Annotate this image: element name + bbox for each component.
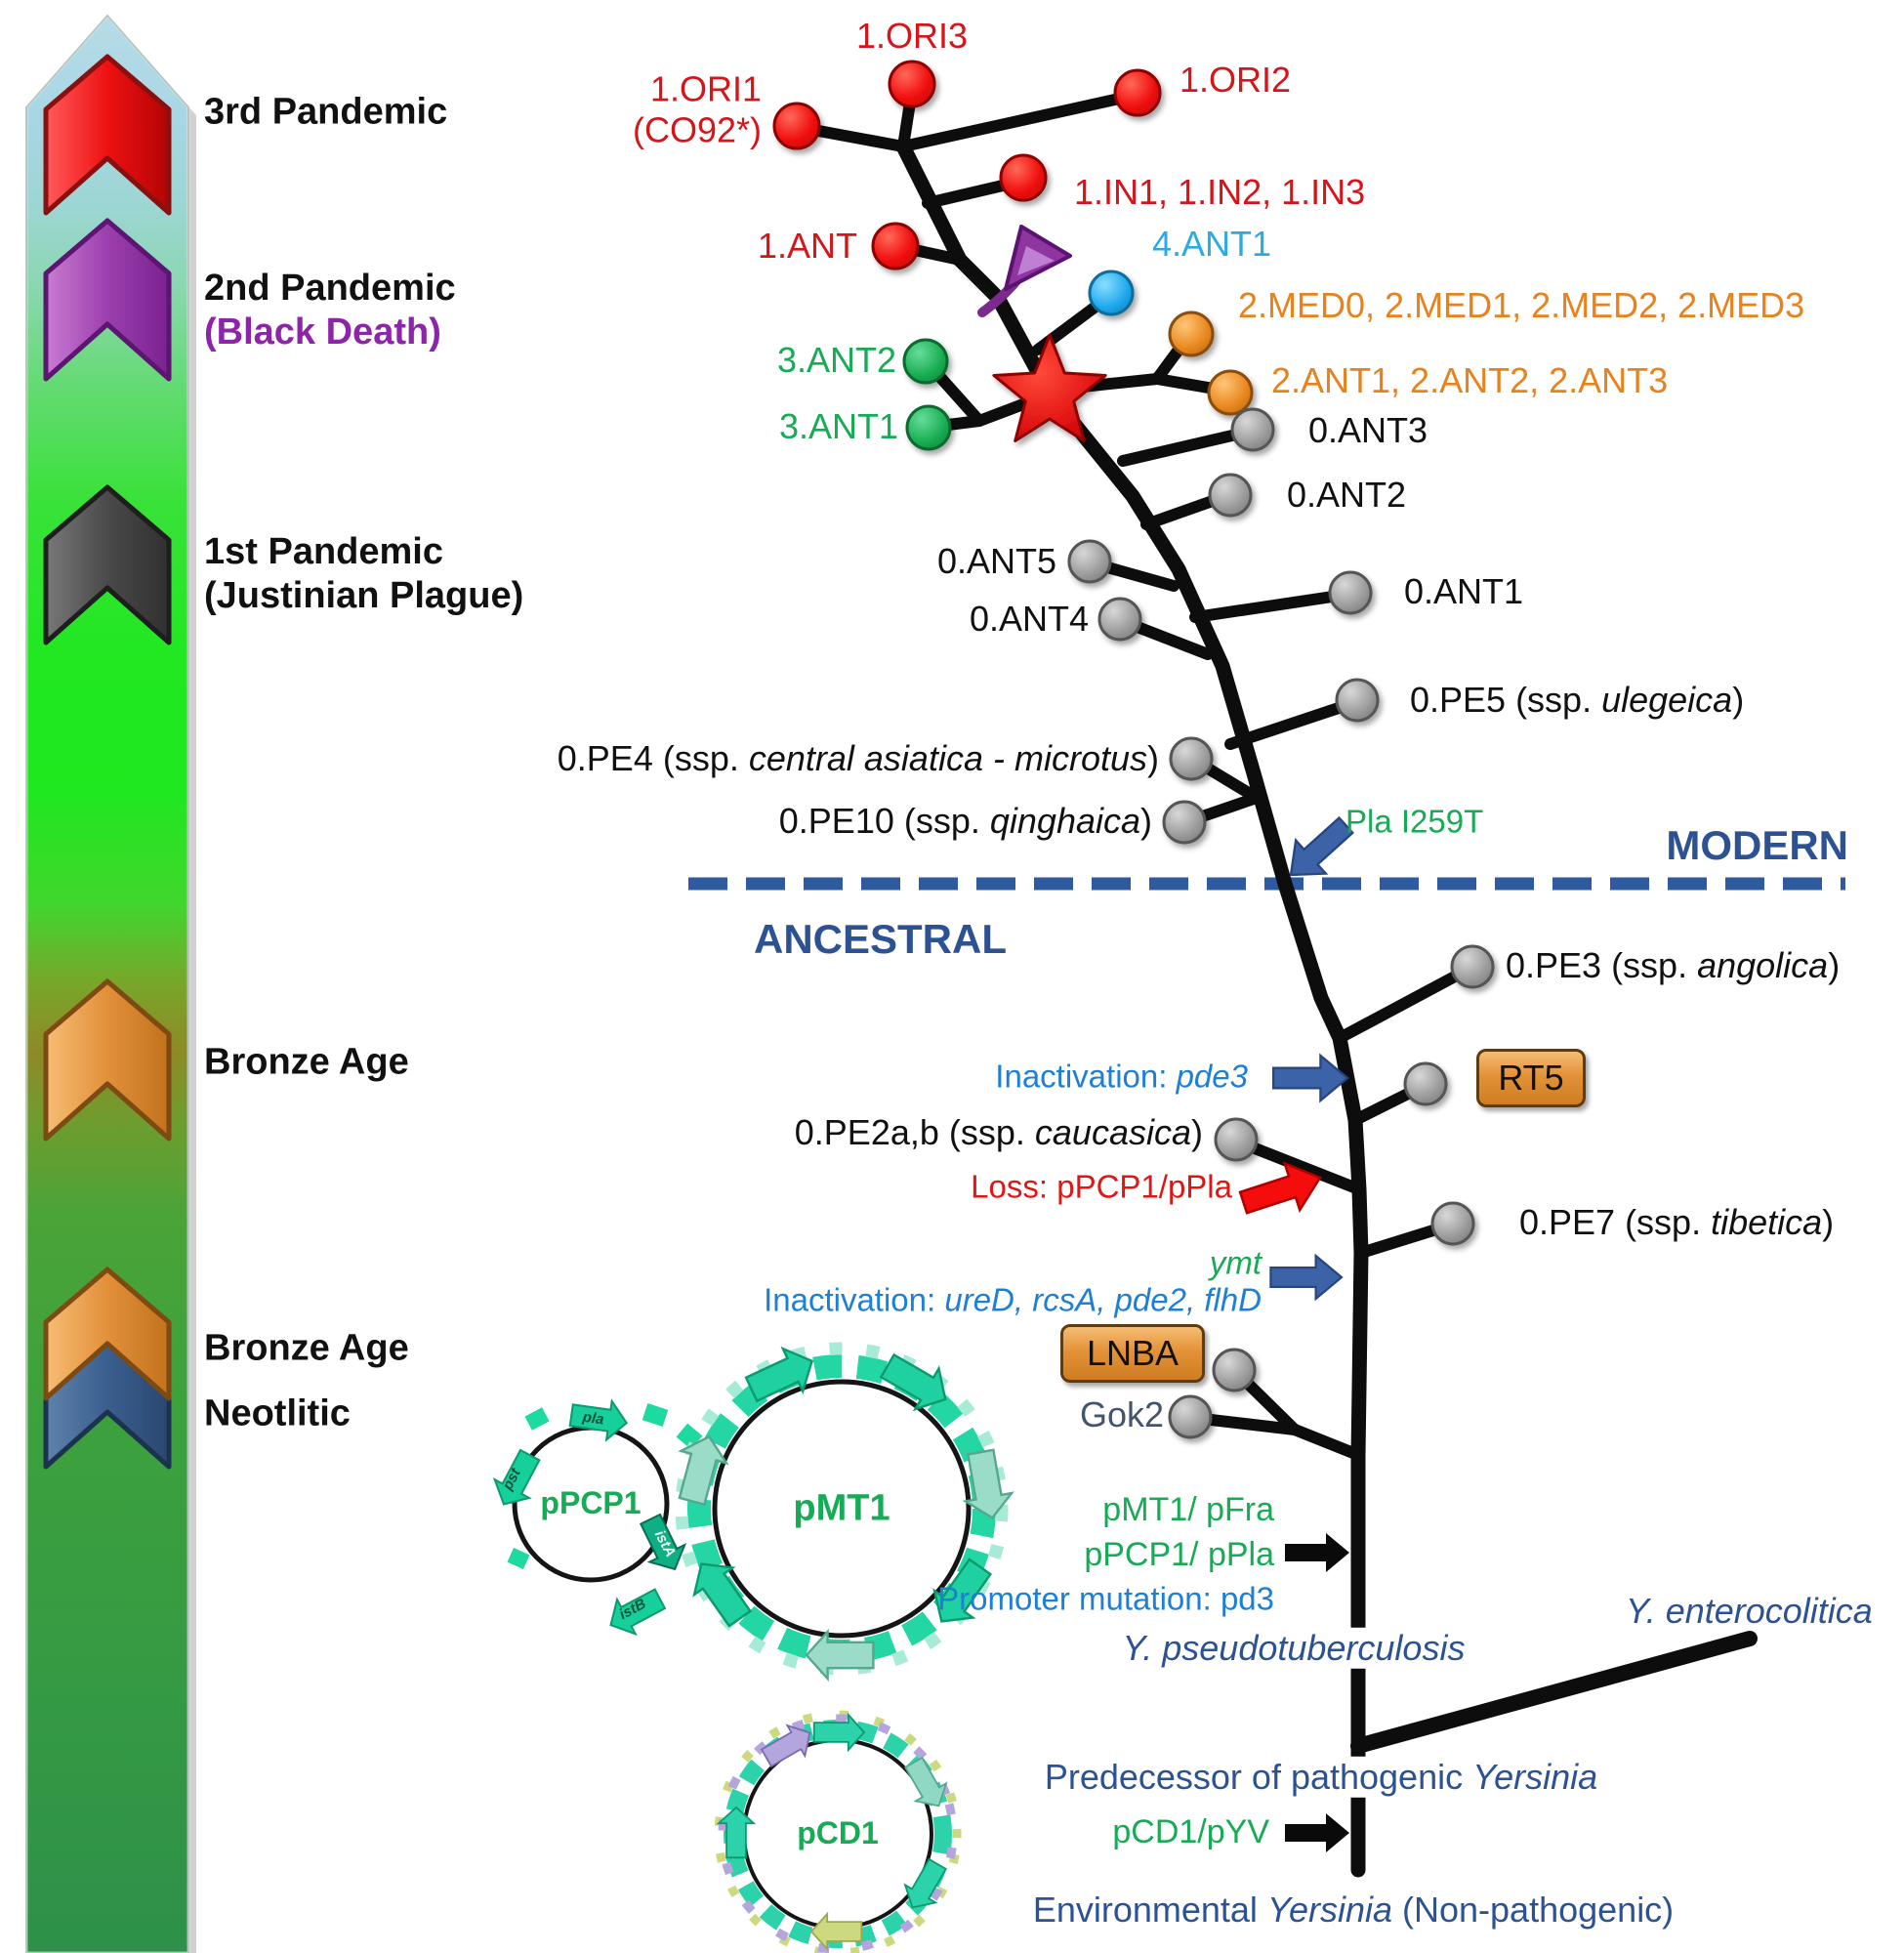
clade-label-0ant4: 0.ANT4 xyxy=(969,598,1089,639)
tree-nodes xyxy=(772,60,1495,1439)
clade-label-0pe4: 0.PE4 (ssp. central asiatica - microtus) xyxy=(557,737,1159,778)
plasmid-label-pcd1: pCD1 xyxy=(797,1815,879,1851)
black-death-star-icon xyxy=(992,333,1107,442)
clade-label-1ant: 1.ANT xyxy=(757,225,857,266)
clade-label-0pe7: 0.PE7 (ssp. tibetica) xyxy=(1519,1201,1835,1242)
clade-label-0ant1: 0.ANT1 xyxy=(1404,570,1524,611)
node-0pe5 xyxy=(1335,678,1380,723)
clade-label-0ant3: 0.ANT3 xyxy=(1308,409,1428,450)
era-label-neolithic: Neotlitic xyxy=(204,1392,351,1434)
node-0ant3 xyxy=(1230,407,1275,452)
node-0pe4 xyxy=(1169,736,1214,781)
clade-label-4ant1: 4.ANT1 xyxy=(1152,223,1272,264)
node-gok2 xyxy=(1168,1394,1213,1439)
era-label-2nd-pandemic: 2nd Pandemic (Black Death) xyxy=(204,268,456,353)
enterocolitica-branch xyxy=(1350,1631,1758,1754)
node-1ori1 xyxy=(772,102,821,150)
node-1ant xyxy=(871,222,920,270)
node-lnba xyxy=(1212,1348,1257,1392)
chevron-3rd-pandemic xyxy=(43,54,172,216)
era-label-1st-pandemic: 1st Pandemic (Justinian Plague) xyxy=(204,531,524,616)
node-2ant xyxy=(1207,369,1254,416)
era-label-bronze-age-1: Bronze Age xyxy=(204,1041,409,1083)
chevron-bronze-age-2 xyxy=(43,1267,172,1401)
annotation-inactivation-ured: Inactivation: ureD, rcsA, pde2, flhD xyxy=(764,1281,1262,1318)
gene-label-pla: pla xyxy=(581,1408,605,1428)
annotation-pcd1-pyv: pCD1/pYV xyxy=(1112,1812,1269,1850)
annotation-inactivation-pde3: Inactivation: pde3 xyxy=(995,1058,1248,1095)
clade-label-0ant5: 0.ANT5 xyxy=(936,540,1056,581)
plasmid-pcd1-map xyxy=(714,1710,962,1953)
clade-label-1ori1: 1.ORI1 (CO92*) xyxy=(632,68,762,150)
annotation-pmt1-pfra: pMT1/ pFra xyxy=(1102,1490,1274,1528)
era-sublabel-justinian: (Justinian Plague) xyxy=(204,575,524,616)
clade-label-1ori2: 1.ORI2 xyxy=(1180,59,1292,100)
clade-label-2ant: 2.ANT1, 2.ANT2, 2.ANT3 xyxy=(1271,359,1669,400)
clade-label-3ant1: 3.ANT1 xyxy=(778,405,898,446)
clade-label-gok2: Gok2 xyxy=(1079,1393,1164,1434)
node-1ori2 xyxy=(1113,68,1162,117)
plasmid-gain-arrow-1 xyxy=(1285,1533,1349,1572)
clade-label-0pe5: 0.PE5 (ssp. ulegeica) xyxy=(1410,679,1745,720)
era-sublabel-black-death: (Black Death) xyxy=(204,312,441,353)
species-label-environmental: Environmental Yersinia (Non-pathogenic) xyxy=(1032,1889,1675,1930)
species-label-enterocolitica: Y. enterocolitica xyxy=(1626,1590,1873,1631)
plasmid-pmt1-map xyxy=(668,1338,1017,1681)
node-0ant5 xyxy=(1067,539,1112,584)
node-1in xyxy=(999,153,1048,202)
species-label-pseudotuberculosis: Y. pseudotuberculosis xyxy=(1114,1627,1473,1670)
node-0ant2 xyxy=(1208,473,1253,518)
clade-label-2med: 2.MED0, 2.MED1, 2.MED2, 2.MED3 xyxy=(1238,284,1805,325)
plasmid-label-pmt1: pMT1 xyxy=(793,1487,890,1529)
node-0ant1 xyxy=(1328,570,1373,615)
node-3ant1 xyxy=(905,404,952,451)
node-0pe7 xyxy=(1430,1201,1475,1246)
node-0pe3 xyxy=(1450,944,1495,989)
black-death-trumpet-icon xyxy=(977,225,1072,317)
node-0pe10 xyxy=(1162,800,1207,845)
region-label-modern: MODERN xyxy=(1666,822,1848,869)
pde3-arrow xyxy=(1271,1054,1349,1102)
clade-label-0ant2: 0.ANT2 xyxy=(1287,474,1407,515)
annotation-loss-ppcp1: Loss: pPCP1/pPla xyxy=(971,1168,1232,1205)
node-0pe2 xyxy=(1214,1117,1259,1162)
node-0ant4 xyxy=(1097,597,1142,642)
clade-label-3ant2: 3.ANT2 xyxy=(776,339,896,380)
plasmid-label-ppcp1: pPCP1 xyxy=(540,1485,642,1521)
ymt-arrow xyxy=(1269,1254,1344,1301)
clade-label-0pe3: 0.PE3 (ssp. angolica) xyxy=(1506,944,1841,985)
event-arrows xyxy=(1234,807,1362,1852)
strain-box-rt5: RT5 xyxy=(1476,1049,1586,1107)
node-4ant1 xyxy=(1088,270,1135,316)
main-trunk xyxy=(895,139,1369,1878)
clade-label-1in: 1.IN1, 1.IN2, 1.IN3 xyxy=(1074,171,1366,212)
chevron-1st-pandemic xyxy=(43,484,172,645)
clade-label-1ori3: 1.ORI3 xyxy=(855,15,969,56)
strain-box-lnba: LNBA xyxy=(1060,1324,1205,1383)
timeline-chevrons xyxy=(43,54,172,1470)
node-2med xyxy=(1168,311,1215,357)
chevron-bronze-age-1 xyxy=(43,978,172,1142)
clade-label-0pe2ab: 0.PE2a,b (ssp. caucasica) xyxy=(794,1111,1203,1152)
node-rt5 xyxy=(1403,1061,1448,1106)
era-label-bronze-age-2: Bronze Age xyxy=(204,1327,409,1369)
clade-label-0pe10: 0.PE10 (ssp. qinghaica) xyxy=(778,800,1152,841)
annotation-ymt: ymt xyxy=(1209,1244,1262,1281)
node-3ant2 xyxy=(902,338,949,385)
annotation-pla-i259t: Pla I259T xyxy=(1345,803,1484,840)
annotation-promoter-pd3: Promoter mutation: pd3 xyxy=(937,1580,1274,1617)
era-label-3rd-pandemic: 3rd Pandemic xyxy=(204,91,448,133)
region-label-ancestral: ANCESTRAL xyxy=(754,916,1007,963)
species-label-predecessor: Predecessor of pathogenic Yersinia xyxy=(1036,1756,1606,1799)
annotation-ppcp1-ppla: pPCP1/ pPla xyxy=(1084,1535,1274,1573)
chevron-2nd-pandemic xyxy=(43,218,172,382)
plasmid-gain-arrow-2 xyxy=(1285,1813,1349,1852)
node-1ori3 xyxy=(888,60,936,108)
tree-branches xyxy=(797,84,1758,1878)
